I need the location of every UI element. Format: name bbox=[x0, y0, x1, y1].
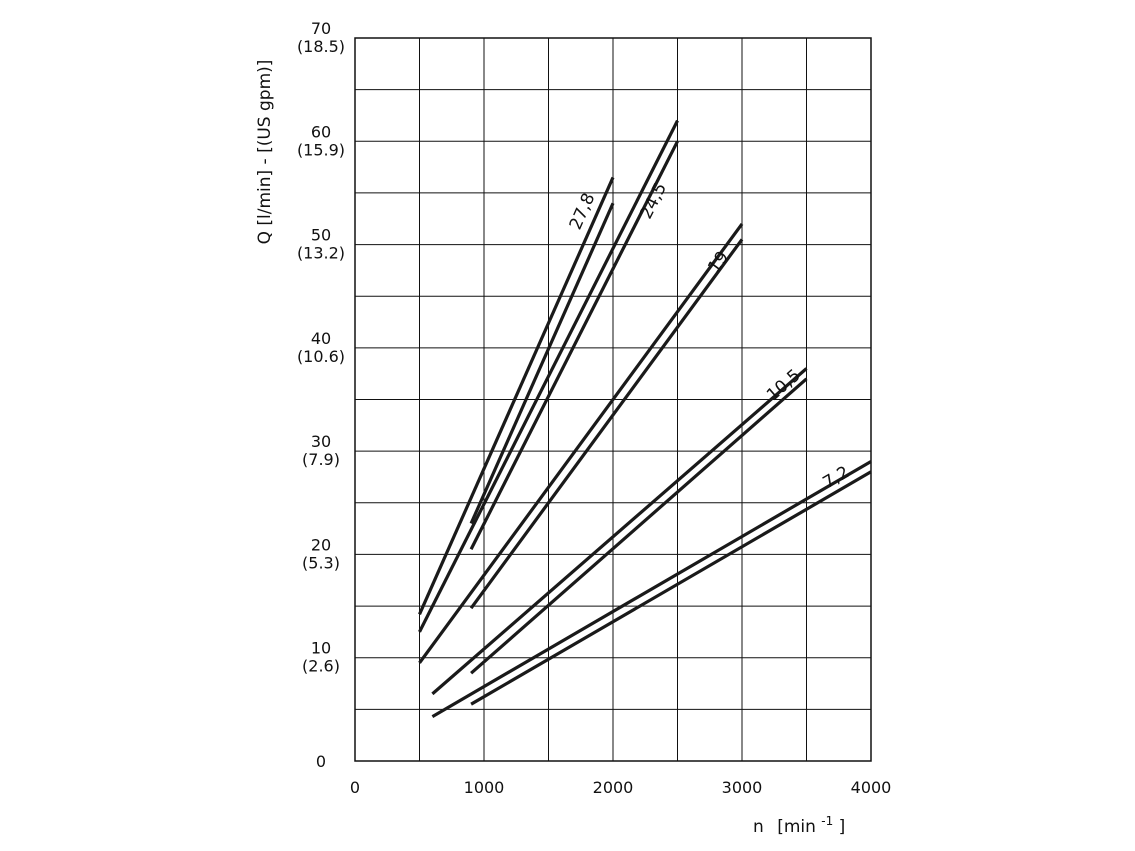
y-tick-sublabel: (13.2) bbox=[297, 244, 345, 263]
series-line bbox=[470, 377, 808, 675]
y-tick-label: 0 bbox=[316, 752, 326, 771]
y-tick-label: 50 bbox=[311, 226, 331, 245]
y-tick-label: 20 bbox=[311, 535, 331, 554]
y-tick-label: 40 bbox=[311, 329, 331, 348]
plot-frame bbox=[354, 37, 872, 762]
series-label: 27,8 bbox=[566, 190, 600, 233]
y-tick-label: 10 bbox=[311, 639, 331, 658]
x-tick-label: 4000 bbox=[851, 778, 892, 797]
series-line bbox=[431, 367, 808, 696]
series-line bbox=[469, 238, 744, 610]
x-axis-title: n [min -1 ] bbox=[753, 810, 845, 837]
y-tick-label: 70 bbox=[311, 19, 331, 38]
y-tick-label: 60 bbox=[311, 122, 331, 141]
y-tick-sublabel: (7.9) bbox=[302, 450, 340, 469]
x-tick-label: 3000 bbox=[722, 778, 763, 797]
y-tick-sublabel: (18.5) bbox=[297, 37, 345, 56]
series-line bbox=[418, 176, 615, 615]
series-label: 24,5 bbox=[636, 180, 671, 223]
y-tick-sublabel: (10.6) bbox=[297, 347, 345, 366]
series-line bbox=[469, 202, 615, 525]
series-line bbox=[431, 460, 872, 718]
x-axis-unit: [min bbox=[777, 817, 816, 837]
series-line bbox=[418, 222, 744, 664]
series-lines bbox=[418, 119, 872, 718]
x-axis-unit-close: ] bbox=[839, 817, 846, 837]
series-label: 19 bbox=[704, 248, 733, 277]
x-axis-symbol: n bbox=[753, 817, 764, 837]
y-tick-sublabel: (5.3) bbox=[302, 553, 340, 572]
tick-labels: 0 1000 2000 3000 4000 0 10(2.6) 20(5.3) 30(7.9) 4… bbox=[297, 19, 891, 797]
y-tick-sublabel: (15.9) bbox=[297, 140, 345, 159]
y-axis-title: Q [l/min] - [(US gpm)] bbox=[255, 60, 275, 245]
x-tick-label: 1000 bbox=[464, 778, 505, 797]
series-line bbox=[469, 140, 679, 550]
series-line bbox=[470, 470, 872, 706]
y-tick-label: 30 bbox=[311, 432, 331, 451]
x-axis-unit-exponent: -1 bbox=[821, 814, 833, 828]
x-tick-label: 2000 bbox=[593, 778, 634, 797]
x-tick-label: 0 bbox=[350, 778, 360, 797]
y-tick-sublabel: (2.6) bbox=[302, 657, 340, 676]
series-line bbox=[418, 119, 679, 633]
